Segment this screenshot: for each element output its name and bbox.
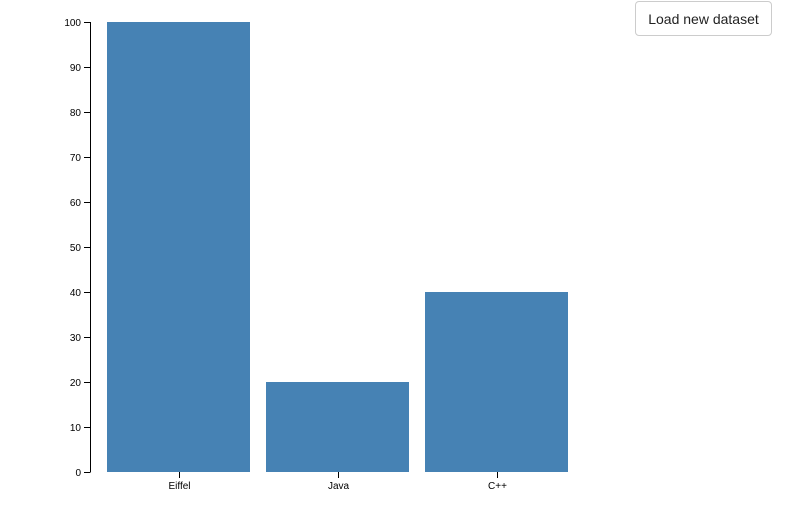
y-tick: 70	[70, 153, 90, 164]
x-tick: Java	[328, 472, 350, 492]
bar-eiffel	[107, 22, 250, 472]
bar-java	[266, 382, 409, 472]
y-tick: 60	[70, 198, 90, 209]
y-tick: 90	[70, 63, 90, 74]
y-tick-label: 70	[70, 153, 82, 164]
y-tick: 40	[70, 288, 90, 299]
x-axis: Eiffel Java C++	[168, 472, 507, 492]
y-tick-label: 60	[70, 198, 82, 209]
x-tick-label: Eiffel	[168, 481, 190, 492]
y-tick: 30	[70, 333, 90, 344]
y-tick-label: 90	[70, 63, 82, 74]
y-tick-label: 100	[64, 18, 81, 29]
y-tick-label: 0	[75, 468, 81, 479]
x-tick: C++	[488, 472, 507, 492]
x-tick: Eiffel	[168, 472, 191, 492]
y-tick: 50	[70, 243, 90, 254]
y-tick: 80	[70, 108, 90, 119]
load-new-dataset-button[interactable]: Load new dataset	[635, 1, 772, 36]
y-tick-label: 40	[70, 288, 82, 299]
y-axis: 0 10 20 30 40 50 60 70 80 90 100	[64, 18, 91, 479]
y-tick-label: 80	[70, 108, 82, 119]
bar-cpp	[425, 292, 568, 472]
x-tick-label: Java	[328, 481, 350, 492]
y-tick: 20	[70, 378, 90, 389]
y-tick: 100	[64, 18, 90, 29]
y-tick-label: 20	[70, 378, 82, 389]
y-tick-label: 50	[70, 243, 82, 254]
y-tick-label: 30	[70, 333, 82, 344]
y-tick: 0	[75, 468, 90, 479]
x-tick-label: C++	[488, 481, 507, 492]
y-tick-label: 10	[70, 423, 82, 434]
y-tick: 10	[70, 423, 90, 434]
